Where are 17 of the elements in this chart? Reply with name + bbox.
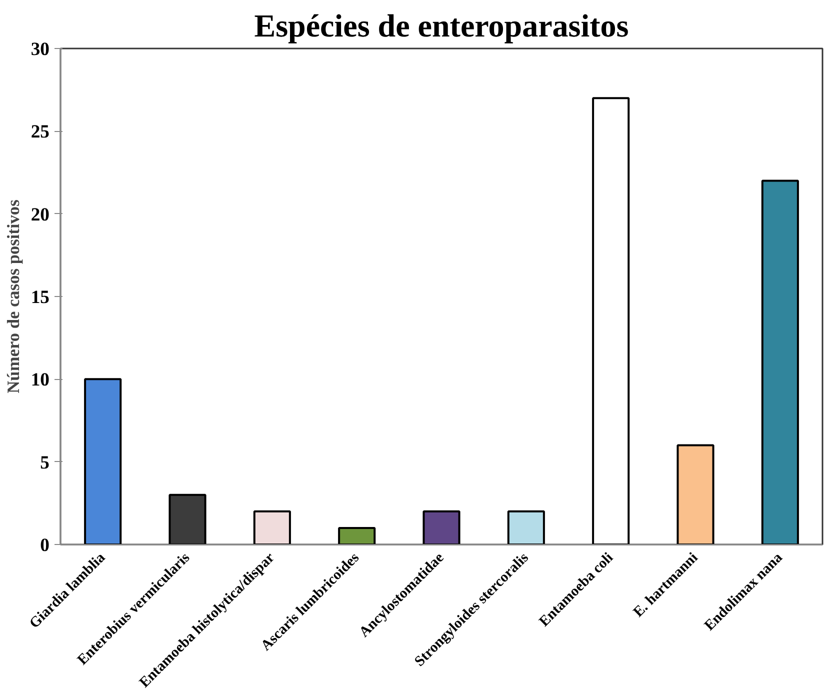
bar bbox=[592, 97, 630, 544]
y-tick-label: 20 bbox=[30, 204, 50, 226]
bar bbox=[84, 378, 122, 544]
bar bbox=[676, 444, 714, 544]
y-tick-label: 0 bbox=[40, 535, 50, 556]
bar bbox=[507, 510, 545, 544]
bar bbox=[253, 510, 291, 544]
bar bbox=[422, 510, 460, 544]
y-tick-label: 15 bbox=[30, 287, 50, 308]
y-tick-label: 25 bbox=[30, 122, 50, 143]
y-tick-label: 10 bbox=[30, 370, 50, 391]
chart-title: Espécies de enteroparasitos bbox=[254, 8, 629, 44]
bar bbox=[338, 526, 376, 544]
y-axis-title: Número de casos positivos bbox=[4, 199, 23, 394]
y-tick-label: 5 bbox=[40, 452, 50, 474]
y-tick-label: 30 bbox=[30, 39, 50, 60]
bar bbox=[761, 180, 799, 544]
